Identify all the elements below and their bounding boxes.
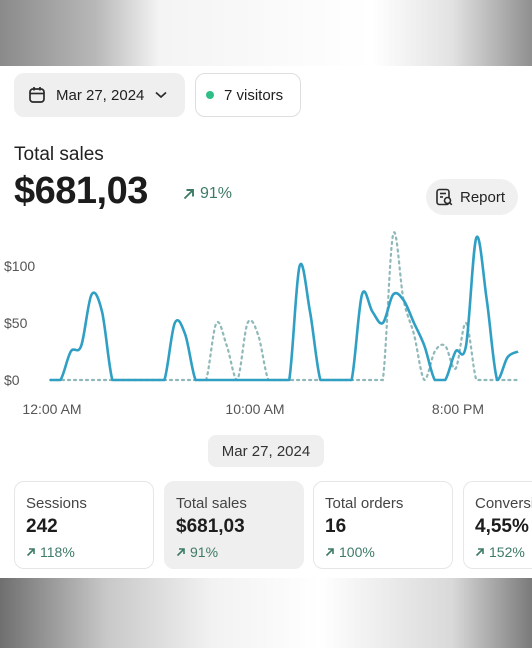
x-tick-label: 12:00 AM — [22, 401, 81, 417]
metric-delta: 91% — [176, 544, 303, 560]
arrow-up-right-icon — [26, 548, 35, 557]
metric-label: Total sales — [176, 495, 247, 512]
chevron-down-icon — [155, 91, 167, 99]
metric-delta: 118% — [26, 544, 153, 560]
metric-delta: 100% — [325, 544, 452, 560]
metric-value: 16 — [325, 516, 347, 537]
analytics-card: Mar 27, 2024 7 visitors Total sales $681… — [0, 66, 532, 578]
date-selector[interactable]: Mar 27, 2024 — [14, 73, 185, 117]
calendar-icon — [29, 87, 45, 103]
metric-value: 4,55% — [475, 516, 529, 537]
metric-card-sessions[interactable]: Sessions 242 118% — [14, 481, 154, 569]
total-sales-delta-value: 91% — [200, 185, 233, 202]
live-status-dot — [206, 91, 214, 99]
visitors-label: 7 visitors — [224, 86, 284, 104]
date-selector-label: Mar 27, 2024 — [56, 86, 145, 104]
sales-chart: $100 $50 $012:00 AM 10:00 AM 8:00 PM — [4, 231, 520, 417]
x-tick-label: 8:00 PM — [432, 401, 484, 417]
metric-card-total-sales[interactable]: Total sales $681,03 91% — [164, 481, 304, 569]
metric-delta-value: 152% — [489, 544, 525, 560]
metric-label: Conversion rate — [475, 495, 532, 512]
metric-card-conversion-rate[interactable]: Conversion rate 4,55% 152% — [463, 481, 532, 569]
metric-card-total-orders[interactable]: Total orders 16 100% — [313, 481, 453, 569]
metric-value: $681,03 — [176, 516, 245, 537]
arrow-up-right-icon — [325, 548, 334, 557]
metric-label: Total orders — [325, 495, 404, 512]
total-sales-delta: 91% — [182, 185, 232, 203]
metric-value: 242 — [26, 516, 58, 537]
blurred-background-bottom — [0, 578, 532, 648]
visitors-indicator[interactable]: 7 visitors — [195, 73, 301, 117]
comparison-series-line — [48, 231, 520, 382]
y-tick-label: $50 — [4, 315, 28, 331]
metric-delta: 152% — [475, 544, 532, 560]
report-button[interactable]: Report — [426, 179, 518, 215]
arrow-up-right-icon — [475, 548, 484, 557]
x-tick-label: 10:00 AM — [225, 401, 284, 417]
blurred-background-top — [0, 0, 532, 66]
metric-delta-value: 118% — [40, 544, 75, 560]
metric-delta-value: 91% — [190, 544, 219, 560]
report-button-label: Report — [460, 188, 506, 206]
y-tick-label: $0 — [4, 372, 20, 388]
selected-date-label: Mar 27, 2024 — [208, 435, 324, 467]
arrow-up-right-icon — [183, 189, 194, 200]
metric-delta-value: 100% — [339, 544, 375, 560]
page-title: Total sales — [14, 144, 104, 165]
arrow-up-right-icon — [176, 548, 185, 557]
y-tick-label: $100 — [4, 258, 35, 274]
report-icon — [436, 188, 453, 206]
sales-series-line — [49, 235, 519, 382]
metric-label: Sessions — [26, 495, 87, 512]
total-sales-amount: $681,03 — [14, 170, 148, 212]
